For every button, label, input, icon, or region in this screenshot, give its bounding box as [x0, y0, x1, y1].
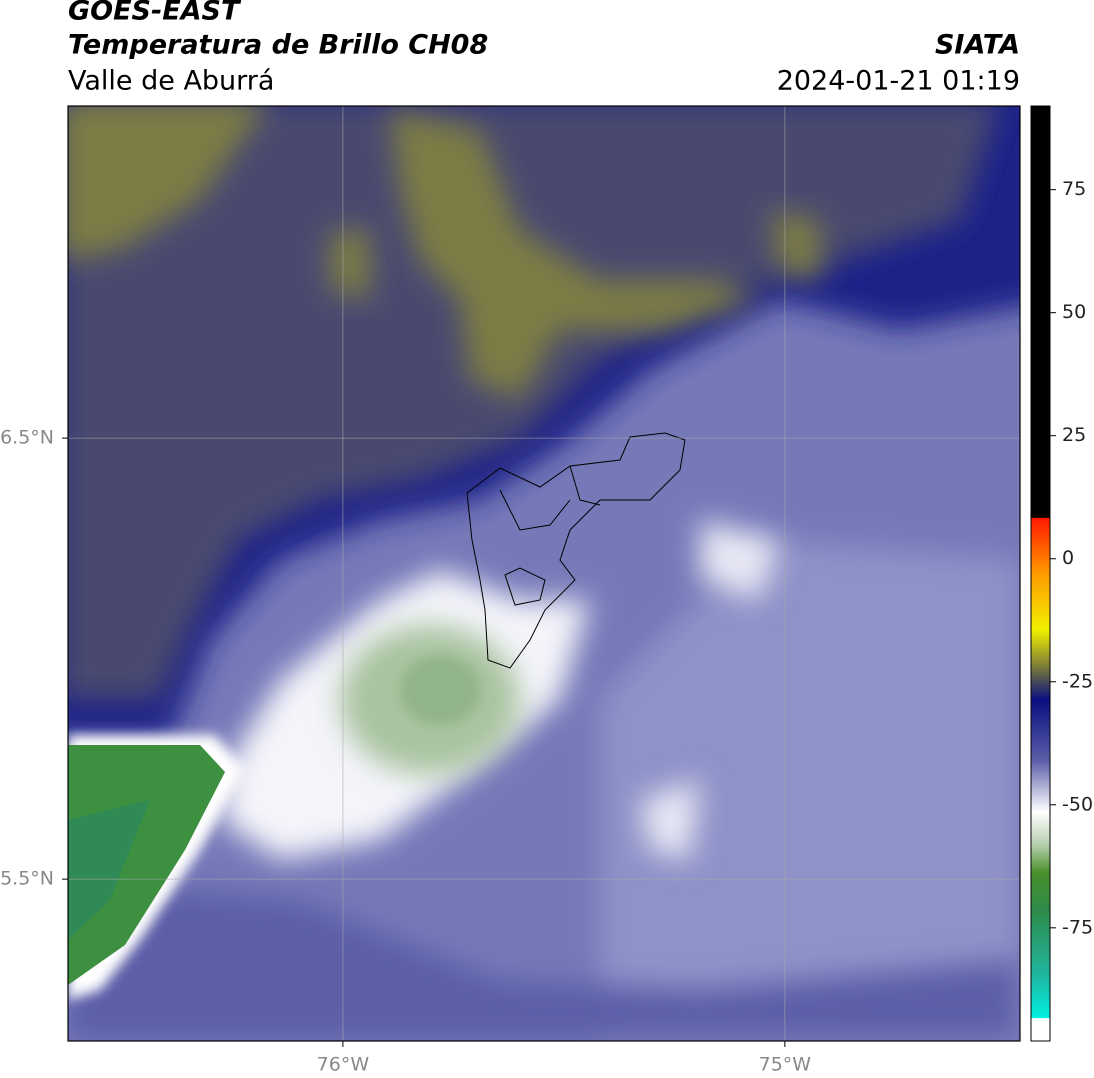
- subtitle: Temperatura de Brillo CH08: [68, 30, 488, 61]
- colorbar-tick-label: -50: [1062, 793, 1093, 815]
- region: Valle de Aburrá: [68, 66, 274, 97]
- colorbar-tick-label: 75: [1062, 178, 1086, 200]
- x-tick-label: 75°W: [759, 1054, 812, 1076]
- colorbar-tick-label: -25: [1062, 670, 1093, 692]
- colorbar: [1030, 105, 1051, 1042]
- colorbar-tick-label: 50: [1062, 301, 1086, 323]
- satellite-image: [68, 106, 1020, 1041]
- colorbar-tick-label: 0: [1062, 547, 1074, 569]
- x-tick-label: 76°W: [317, 1054, 370, 1076]
- colorbar-tick-label: -75: [1062, 916, 1093, 938]
- y-tick-label: 5.5°N: [0, 868, 54, 890]
- title: GOES-EAST: [68, 0, 242, 27]
- map-frame: [67, 105, 1021, 1042]
- y-tick-label: 6.5°N: [0, 427, 54, 449]
- datetime: 2024-01-21 01:19: [777, 66, 1020, 97]
- source: SIATA: [935, 30, 1020, 61]
- colorbar-tick-label: 25: [1062, 424, 1086, 446]
